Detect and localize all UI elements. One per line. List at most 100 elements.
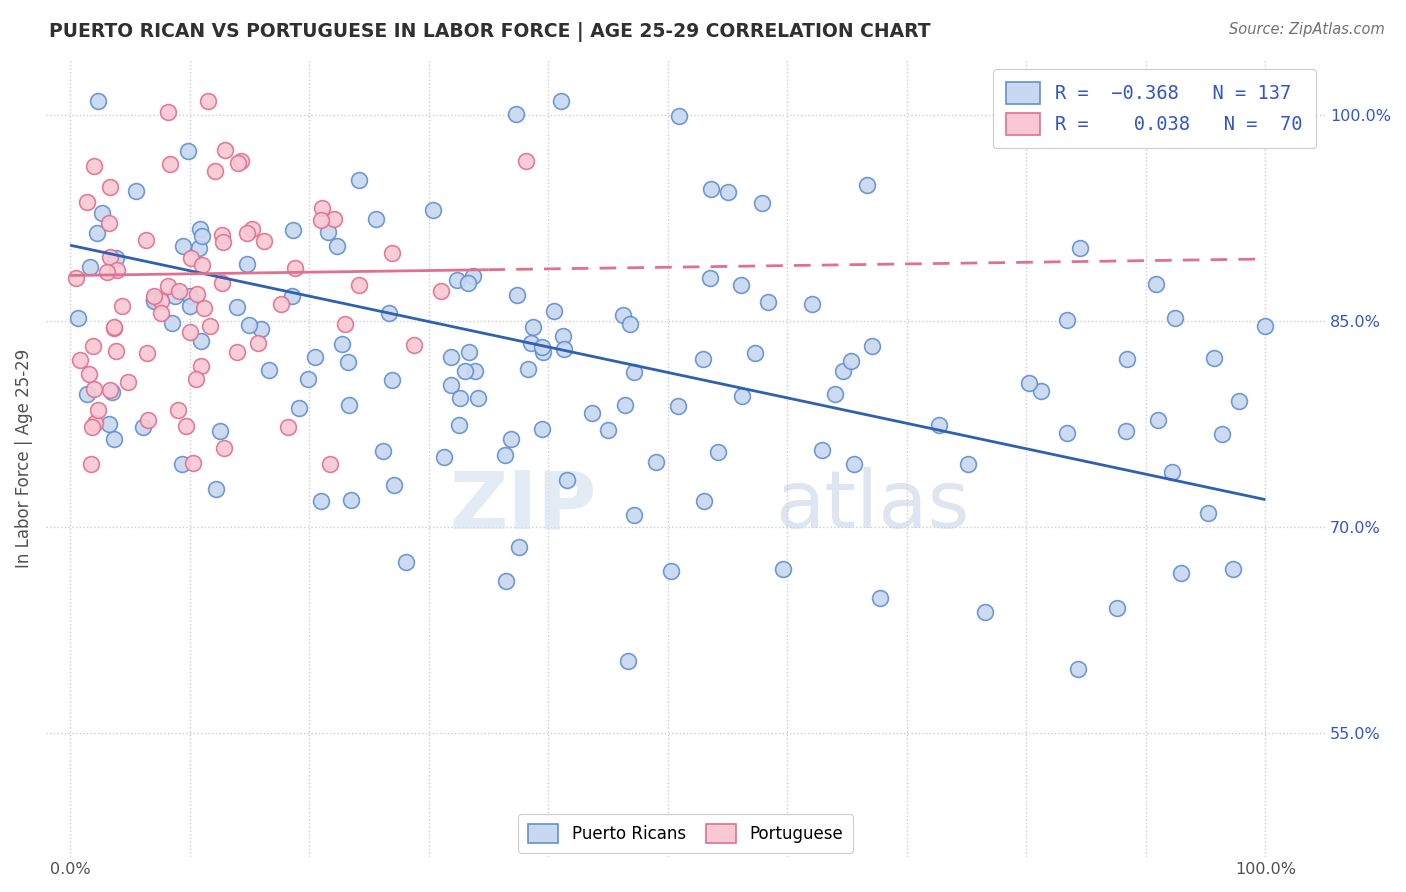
Point bbox=[167, 403, 190, 417]
Text: Source: ZipAtlas.com: Source: ZipAtlas.com bbox=[1229, 22, 1385, 37]
Point bbox=[211, 276, 233, 290]
Point bbox=[103, 432, 125, 446]
Point bbox=[257, 363, 280, 377]
Point bbox=[281, 223, 304, 237]
Point bbox=[422, 202, 444, 217]
Point bbox=[1197, 507, 1219, 521]
Point bbox=[1227, 394, 1250, 409]
Point bbox=[163, 288, 186, 302]
Point bbox=[668, 109, 690, 123]
Point bbox=[149, 294, 172, 309]
Point bbox=[860, 339, 883, 353]
Point bbox=[87, 94, 110, 108]
Point bbox=[337, 355, 360, 369]
Point bbox=[246, 335, 269, 350]
Point bbox=[105, 263, 128, 277]
Point bbox=[179, 299, 201, 313]
Point bbox=[209, 425, 232, 439]
Point bbox=[1202, 351, 1225, 366]
Point bbox=[79, 260, 101, 274]
Point bbox=[530, 422, 553, 436]
Point bbox=[311, 201, 333, 215]
Point bbox=[190, 359, 212, 373]
Point bbox=[717, 185, 740, 199]
Point bbox=[505, 106, 527, 120]
Point bbox=[309, 213, 332, 227]
Point bbox=[98, 417, 121, 432]
Point bbox=[494, 448, 516, 462]
Point bbox=[204, 164, 226, 178]
Point bbox=[623, 508, 645, 522]
Point bbox=[193, 301, 215, 315]
Point bbox=[692, 351, 714, 366]
Point bbox=[249, 322, 271, 336]
Point bbox=[125, 184, 148, 198]
Point bbox=[395, 555, 418, 569]
Text: ZIP: ZIP bbox=[449, 467, 596, 545]
Point bbox=[86, 226, 108, 240]
Point bbox=[142, 292, 165, 306]
Point bbox=[382, 477, 405, 491]
Point bbox=[378, 306, 401, 320]
Point bbox=[440, 378, 463, 392]
Point bbox=[598, 423, 620, 437]
Point bbox=[581, 406, 603, 420]
Point bbox=[555, 473, 578, 487]
Point bbox=[176, 419, 198, 434]
Point bbox=[83, 382, 105, 396]
Point bbox=[236, 227, 259, 241]
Y-axis label: In Labor Force | Age 25-29: In Labor Force | Age 25-29 bbox=[15, 349, 32, 568]
Point bbox=[226, 345, 249, 359]
Point bbox=[191, 228, 214, 243]
Point bbox=[1222, 562, 1244, 576]
Point bbox=[731, 389, 754, 403]
Point bbox=[136, 413, 159, 427]
Point bbox=[136, 346, 159, 360]
Point bbox=[824, 386, 846, 401]
Point bbox=[842, 458, 865, 472]
Point bbox=[1018, 376, 1040, 391]
Point bbox=[1029, 384, 1052, 398]
Point bbox=[319, 457, 342, 471]
Point bbox=[506, 288, 529, 302]
Point bbox=[316, 226, 339, 240]
Point bbox=[84, 416, 107, 430]
Point bbox=[214, 143, 236, 157]
Point bbox=[495, 574, 517, 588]
Point bbox=[447, 418, 470, 433]
Point bbox=[190, 334, 212, 349]
Point bbox=[77, 367, 100, 381]
Point bbox=[973, 605, 995, 619]
Point bbox=[751, 195, 773, 210]
Point bbox=[190, 258, 212, 272]
Point bbox=[730, 278, 752, 293]
Point bbox=[700, 182, 723, 196]
Point bbox=[1056, 426, 1078, 441]
Point bbox=[839, 354, 862, 368]
Point bbox=[1254, 319, 1277, 334]
Point bbox=[101, 384, 124, 399]
Point bbox=[180, 251, 202, 265]
Point bbox=[373, 443, 395, 458]
Point bbox=[550, 94, 572, 108]
Point bbox=[188, 222, 211, 236]
Point bbox=[104, 344, 127, 359]
Point bbox=[76, 194, 98, 209]
Point bbox=[172, 238, 194, 252]
Point bbox=[330, 337, 353, 351]
Point bbox=[270, 297, 292, 311]
Point bbox=[225, 300, 247, 314]
Point bbox=[226, 156, 249, 170]
Point bbox=[76, 387, 98, 401]
Point bbox=[1161, 465, 1184, 479]
Point bbox=[613, 398, 636, 412]
Point bbox=[150, 306, 173, 320]
Point bbox=[856, 178, 879, 193]
Point bbox=[236, 258, 259, 272]
Point bbox=[65, 271, 87, 285]
Point bbox=[337, 398, 360, 412]
Point bbox=[96, 265, 118, 279]
Point bbox=[135, 234, 157, 248]
Point bbox=[1144, 277, 1167, 291]
Point bbox=[347, 173, 370, 187]
